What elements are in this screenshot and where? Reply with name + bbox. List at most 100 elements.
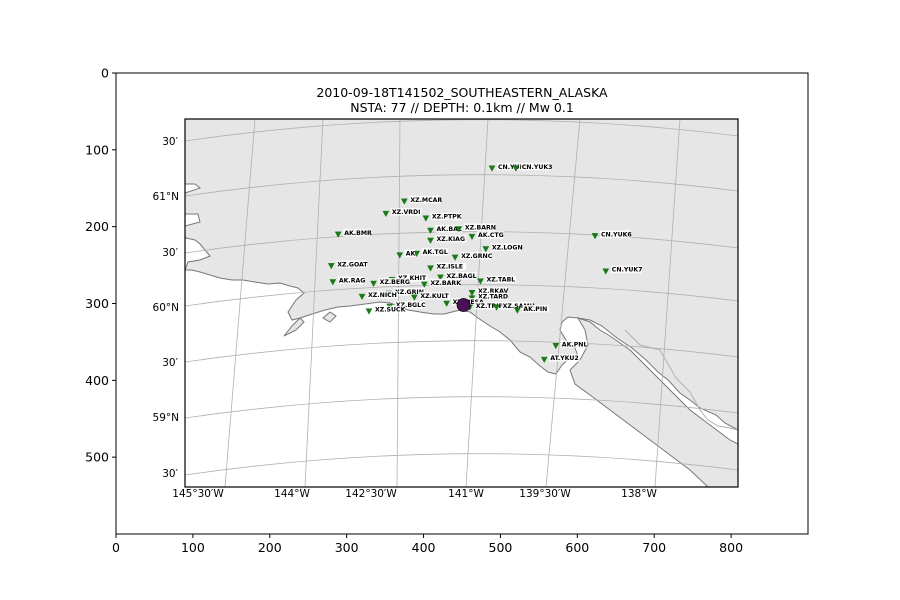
station-label-bg [337, 276, 365, 284]
station-label: XZ.MCAR [410, 197, 442, 204]
station-label: AT.YKU2 [550, 355, 578, 362]
station-marker [413, 250, 421, 258]
lon-label: 139°30′W [519, 488, 571, 500]
station-marker [468, 233, 476, 241]
x-tick-label: 100 [181, 540, 205, 555]
event-layer [456, 298, 471, 312]
station-label: XZ.GOAT [337, 261, 368, 268]
station-label-bg [373, 305, 405, 314]
chart-title: 2010-09-18T141502_SOUTHEASTERN_ALASKA [316, 85, 608, 100]
station-marker [552, 343, 560, 350]
chart-subtitle: NSTA: 77 // DEPTH: 0.1km // Mw 0.1 [350, 100, 574, 115]
station-label-bg [343, 228, 370, 237]
lat-label: 60°N [153, 302, 179, 314]
station-label: AK [406, 251, 416, 258]
station-marker [513, 307, 521, 314]
station-label-bg [394, 301, 426, 309]
lat-label: 61°N [153, 191, 179, 203]
station-label: XZ.BARN [465, 224, 496, 231]
lat-label: 30′ [162, 247, 178, 259]
lon-label: 141°W [448, 488, 484, 500]
station-label: XZ.SAMH [503, 303, 535, 310]
station-marker [365, 308, 373, 315]
station-marker [468, 289, 476, 297]
station-label: XZ.TRIP [476, 303, 504, 310]
lon-label: 144°W [274, 488, 310, 500]
station-label-bg [409, 195, 441, 204]
station-label: AK.RAG [339, 277, 366, 284]
station-label: CN.YUK3 [498, 164, 529, 171]
lon-label: 145°30′W [172, 488, 224, 500]
station-label: XZ.BERG [380, 279, 410, 286]
station-marker [512, 165, 520, 172]
station-marker [488, 165, 496, 172]
x-tick-label: 300 [335, 540, 359, 555]
x-tick-label: 400 [412, 540, 436, 555]
station-marker [427, 227, 434, 235]
station-marker [602, 268, 610, 275]
y-tick-label: 100 [85, 142, 109, 157]
station-marker [329, 279, 337, 286]
station-label: AK.CTG [478, 232, 504, 239]
station-label-bg [549, 354, 580, 362]
y-tick-label: 400 [85, 373, 109, 388]
station-label: XZ.KHIT [398, 275, 427, 282]
station-label: XZ.VRDI [392, 209, 421, 216]
station-marker [422, 215, 430, 222]
station-label: AK.PNL [562, 341, 588, 348]
x-tick-label: 0 [112, 540, 120, 555]
y-axis: 0 100 200 300 400 500 [85, 66, 116, 465]
station-marker [477, 278, 484, 285]
station-label-bg [501, 301, 533, 310]
station-marker [396, 252, 404, 259]
station-label: AK.TGL [423, 249, 448, 256]
station-label: XZ.SUCK [375, 307, 406, 314]
station-label-bg [378, 278, 410, 286]
station-marker [370, 280, 377, 288]
station-label: XZ.GRNC [461, 253, 493, 260]
station-label-bg [490, 243, 522, 251]
y-tick-label: 0 [101, 66, 109, 81]
lat-label: 30′ [162, 468, 178, 480]
station-label-bg [474, 301, 506, 310]
event-epicenter [456, 298, 471, 312]
station-label: CN.YUK7 [612, 267, 643, 274]
station-marker [451, 254, 459, 261]
station-marker [591, 233, 599, 240]
map-panel: 30′ 61°N 30′ 60°N 30′ 59°N 30′ 145°30′W … [153, 118, 739, 500]
lat-label: 59°N [153, 412, 179, 424]
station-marker [443, 300, 451, 308]
station-label-bg [430, 212, 462, 221]
station-marker [382, 210, 390, 218]
station-marker [493, 304, 501, 311]
station-label: XZ.KULT [420, 293, 449, 300]
station-label: CN.YUK3 [522, 164, 553, 171]
station-label-bg [520, 162, 552, 171]
station-marker [334, 231, 342, 238]
station-label-bg [435, 262, 467, 271]
x-tick-label: 500 [489, 540, 513, 555]
x-tick-label: 800 [719, 540, 743, 555]
station-label: AK.BMR [344, 230, 372, 237]
station-label: XZ.RKAV [478, 288, 509, 295]
x-tick-label: 600 [565, 540, 589, 555]
land-panhandle [569, 317, 738, 487]
station-label: AK.PIN [523, 306, 547, 313]
map-frame [184, 118, 739, 488]
lat-label: 30′ [162, 357, 178, 369]
station-label: XZ.GRIN [395, 289, 424, 296]
island-2 [322, 311, 337, 323]
island-1 [283, 317, 305, 337]
x-tick-label: 700 [642, 540, 666, 555]
station-marker [482, 246, 490, 253]
y-tick-label: 200 [85, 219, 109, 234]
station-label: CN.YUK6 [601, 231, 632, 238]
station-label-bg [522, 304, 549, 313]
station-marker [327, 263, 335, 270]
lon-label: 138°W [621, 488, 657, 500]
station-label-bg [393, 288, 425, 296]
station-label-bg [485, 275, 517, 284]
station-label-bg [429, 278, 461, 287]
station-label: XZ.BAGL [446, 273, 476, 280]
